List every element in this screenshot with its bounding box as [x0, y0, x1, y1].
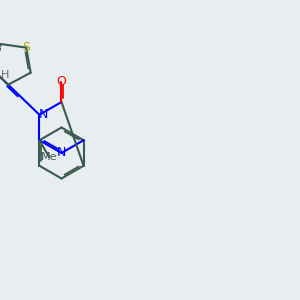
Text: N: N	[57, 146, 66, 160]
Text: O: O	[57, 75, 66, 88]
Text: Me: Me	[41, 152, 57, 162]
Text: N: N	[38, 108, 48, 121]
Text: S: S	[22, 41, 30, 54]
Text: H: H	[1, 70, 10, 80]
